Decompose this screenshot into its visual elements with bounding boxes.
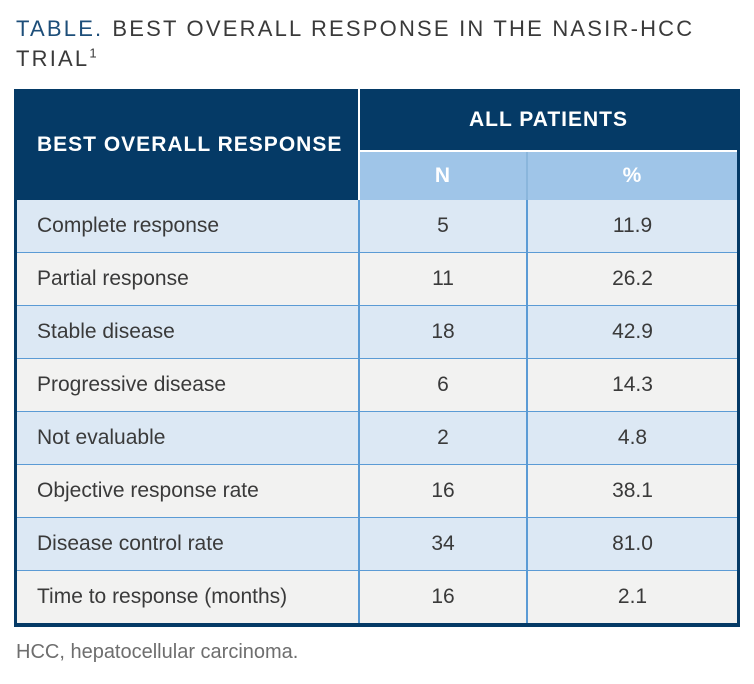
table-row: Complete response 5 11.9	[17, 200, 737, 252]
header-best-overall-response: BEST OVERALL RESPONSE	[17, 89, 360, 200]
table-row: Partial response 11 26.2	[17, 252, 737, 305]
footnote: HCC, hepatocellular carcinoma.	[16, 641, 299, 663]
table-row: Disease control rate 34 81.0	[17, 517, 737, 570]
row-n-value: 6	[360, 359, 528, 411]
row-pct-value: 42.9	[612, 320, 653, 343]
row-label: Objective response rate	[17, 465, 360, 517]
page-title: TABLE. BEST OVERALL RESPONSE IN THE NASIR…	[16, 14, 742, 74]
row-n-value: 2	[360, 412, 528, 464]
row-label: Stable disease	[17, 306, 360, 358]
row-pct-value: 14.3	[612, 373, 653, 396]
row-label: Disease control rate	[17, 518, 360, 570]
table-body: Complete response 5 11.9 Partial respons…	[17, 200, 737, 623]
response-table: BEST OVERALL RESPONSE ALL PATIENTS N % C…	[14, 89, 740, 627]
title-line2: TRIAL	[16, 46, 90, 71]
row-pct-value: 11.9	[612, 214, 653, 237]
table-row: Stable disease 18 42.9	[17, 305, 737, 358]
row-label: Not evaluable	[17, 412, 360, 464]
row-label: Complete response	[17, 200, 360, 252]
table-header: BEST OVERALL RESPONSE ALL PATIENTS N %	[17, 89, 737, 200]
row-pct-value: 81.0	[612, 532, 653, 555]
row-n-value: 34	[360, 518, 528, 570]
title-line1: BEST OVERALL RESPONSE IN THE NASIR-HCC	[112, 16, 695, 41]
row-pct-value: 26.2	[612, 267, 653, 290]
row-label: Progressive disease	[17, 359, 360, 411]
row-label: Time to response (months)	[17, 571, 360, 623]
row-n-value: 18	[360, 306, 528, 358]
footnote-marker: 1	[89, 45, 97, 61]
header-col-pct: %	[528, 152, 737, 200]
row-n-value: 16	[360, 571, 528, 623]
table-row: Progressive disease 6 14.3	[17, 358, 737, 411]
row-pct-value: 4.8	[617, 426, 648, 449]
row-label: Partial response	[17, 253, 360, 305]
header-col-n: N	[360, 152, 528, 200]
table-row: Objective response rate 16 38.1	[17, 464, 737, 517]
table-row: Time to response (months) 16 2.1	[17, 570, 737, 623]
row-n-value: 11	[360, 253, 528, 305]
row-pct-value: 2.1	[617, 585, 648, 608]
row-n-value: 16	[360, 465, 528, 517]
header-all-patients: ALL PATIENTS	[360, 89, 737, 152]
row-n-value: 5	[360, 200, 528, 252]
row-pct-value: 38.1	[612, 479, 653, 502]
table-row: Not evaluable 2 4.8	[17, 411, 737, 464]
table-label: TABLE.	[16, 16, 104, 41]
